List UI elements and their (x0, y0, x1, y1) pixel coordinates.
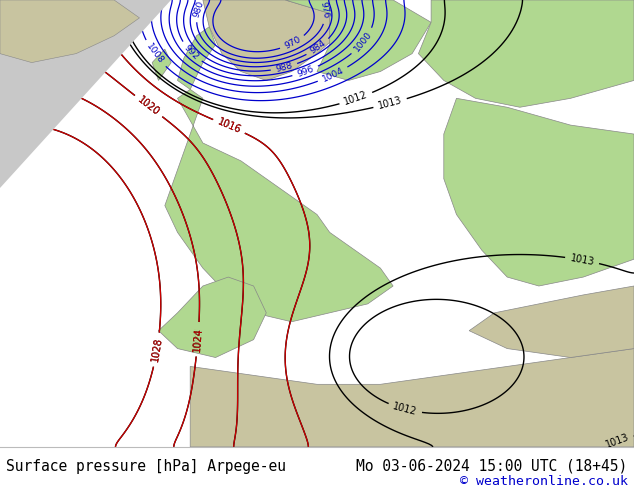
Text: 1028: 1028 (150, 337, 164, 363)
Polygon shape (152, 49, 171, 80)
Polygon shape (203, 0, 342, 80)
Text: 1004: 1004 (321, 66, 345, 84)
Text: 1013: 1013 (604, 432, 630, 450)
Text: 1028: 1028 (150, 337, 164, 363)
Polygon shape (152, 49, 171, 80)
Polygon shape (178, 27, 216, 89)
Text: 988: 988 (275, 61, 294, 74)
Polygon shape (158, 277, 266, 358)
Polygon shape (418, 0, 634, 107)
Text: 1016: 1016 (216, 117, 242, 136)
Text: 1020: 1020 (136, 95, 162, 118)
Text: © weatheronline.co.uk: © weatheronline.co.uk (460, 475, 628, 488)
Polygon shape (418, 0, 634, 107)
Polygon shape (285, 0, 431, 80)
Polygon shape (203, 0, 342, 80)
Polygon shape (0, 0, 634, 447)
Text: 992: 992 (182, 43, 200, 62)
Polygon shape (190, 348, 634, 447)
Polygon shape (190, 348, 634, 447)
Text: 1013: 1013 (377, 96, 403, 111)
Text: 1024: 1024 (192, 327, 204, 352)
Polygon shape (0, 0, 171, 188)
Text: 1020: 1020 (136, 95, 162, 118)
Polygon shape (165, 89, 393, 322)
Text: 996: 996 (295, 64, 315, 78)
Polygon shape (444, 98, 634, 286)
Text: 1000: 1000 (353, 30, 374, 53)
Polygon shape (469, 286, 634, 358)
Text: Mo 03-06-2024 15:00 UTC (18+45): Mo 03-06-2024 15:00 UTC (18+45) (356, 459, 628, 474)
Polygon shape (178, 27, 216, 89)
Text: 976: 976 (318, 1, 330, 20)
Polygon shape (158, 277, 266, 358)
Polygon shape (444, 98, 634, 286)
Text: 1012: 1012 (392, 401, 418, 417)
Polygon shape (285, 0, 431, 80)
Text: 980: 980 (192, 0, 206, 19)
Text: 1024: 1024 (192, 327, 204, 352)
Polygon shape (165, 89, 393, 322)
Polygon shape (0, 0, 139, 63)
Polygon shape (0, 0, 139, 63)
Text: 1012: 1012 (343, 90, 369, 107)
Polygon shape (469, 286, 634, 358)
Text: 984: 984 (309, 39, 328, 56)
Text: 970: 970 (283, 35, 302, 51)
Text: Surface pressure [hPa] Arpege-eu: Surface pressure [hPa] Arpege-eu (6, 459, 287, 474)
Text: 1013: 1013 (569, 253, 595, 267)
Text: 1008: 1008 (145, 42, 165, 66)
Text: 1016: 1016 (216, 117, 242, 136)
